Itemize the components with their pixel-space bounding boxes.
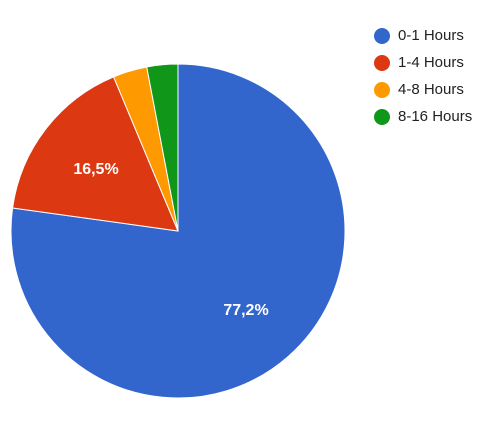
pie-slice-8-16-hours[interactable] (146, 63, 179, 232)
legend-item-1-4-hours[interactable]: 1-4 Hours (374, 49, 472, 76)
legend-item-0-1-hours[interactable]: 0-1 Hours (374, 22, 472, 49)
legend-label-4-8-hours: 4-8 Hours (398, 81, 464, 98)
slice-labels: 77,2% 16,5% (73, 161, 268, 319)
legend-label-0-1-hours: 0-1 Hours (398, 27, 464, 44)
legend-swatch-0-1-hours (374, 27, 390, 44)
pie-slice-1-4-hours[interactable] (12, 76, 179, 232)
legend-swatch-1-4-hours (374, 54, 390, 71)
legend-label-1-4-hours: 1-4 Hours (398, 54, 464, 71)
pie-slice-0-1-hours[interactable] (10, 63, 346, 399)
slice-label-0-1-hours: 77,2% (223, 302, 268, 319)
legend-label-8-16-hours: 8-16 Hours (398, 108, 473, 125)
chart-legend: 0-1 Hours 1-4 Hours 4-8 Hours 8-16 Hours (374, 22, 472, 130)
legend-swatch-8-16-hours (374, 108, 390, 125)
legend-item-8-16-hours[interactable]: 8-16 Hours (374, 103, 472, 130)
slice-label-1-4-hours: 16,5% (73, 161, 118, 178)
legend-swatch-4-8-hours (374, 81, 390, 98)
pie-slices (10, 63, 346, 399)
legend-item-4-8-hours[interactable]: 4-8 Hours (374, 76, 472, 103)
